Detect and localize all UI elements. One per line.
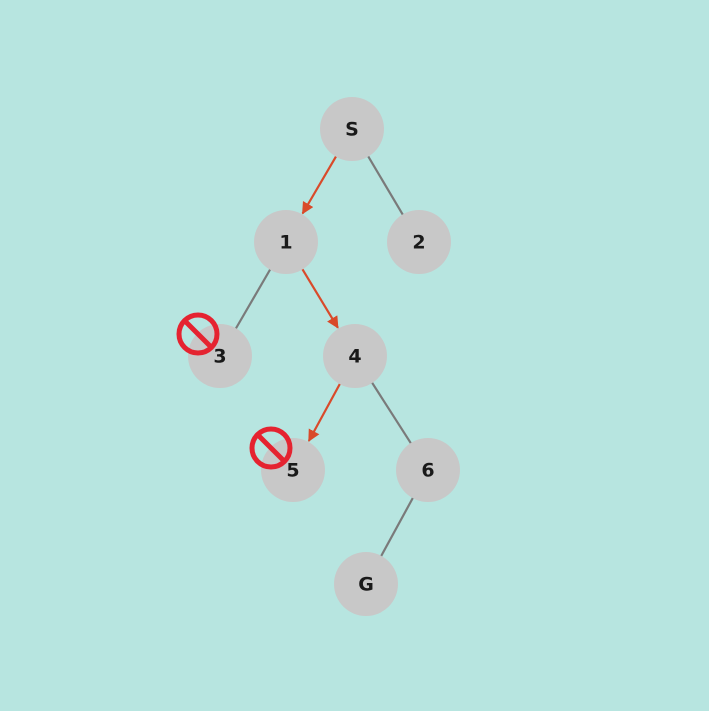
node-G: G [334,552,398,616]
node-4: 4 [323,324,387,388]
node-label: 5 [286,460,299,482]
node-label: 4 [348,346,361,368]
node-label: 3 [213,346,226,368]
node-label: 2 [412,232,425,254]
node-label: 6 [421,460,434,482]
node-label: G [358,574,374,596]
node-2: 2 [387,210,451,274]
node-label: 1 [279,232,292,254]
node-label: S [345,119,359,141]
node-6: 6 [396,438,460,502]
node-1: 1 [254,210,318,274]
node-S: S [320,97,384,161]
